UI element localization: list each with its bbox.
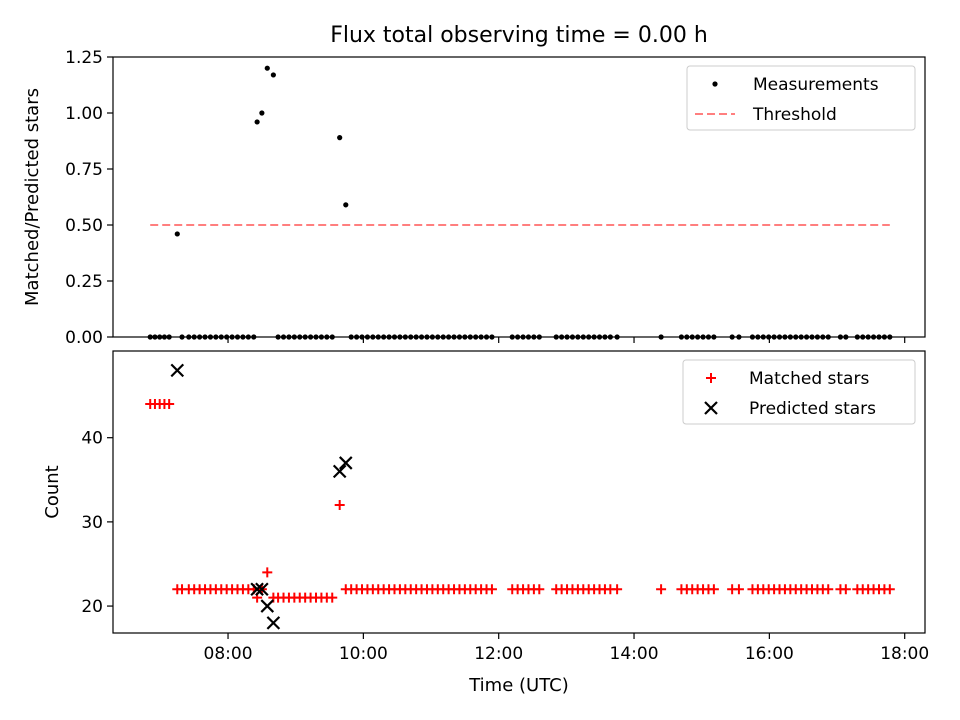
bottom-data-marks bbox=[145, 363, 895, 630]
predicted-star-point bbox=[266, 616, 281, 630]
matched-star-point bbox=[486, 584, 497, 595]
legend-entry-label: Measurements bbox=[753, 75, 879, 95]
matched-star-point bbox=[334, 500, 345, 511]
x-tick-label: 10:00 bbox=[339, 644, 388, 664]
figure-title: Flux total observing time = 0.00 h bbox=[330, 23, 708, 48]
top-y-tick-label: 1.00 bbox=[65, 104, 103, 124]
bottom-x-ticks: 08:00 10:00 12:00 14:00 16:00 18:00 bbox=[204, 633, 929, 664]
matched-star-point bbox=[823, 584, 834, 595]
measurement-point bbox=[264, 65, 270, 71]
legend-predicted-swatch bbox=[704, 401, 718, 415]
matched-star-point bbox=[327, 592, 338, 603]
bottom-y-axis-label: Count bbox=[42, 465, 63, 518]
top-y-tick-label: 0.50 bbox=[65, 216, 103, 236]
top-y-tick-label: 0.00 bbox=[65, 328, 103, 348]
legend-measurement-swatch bbox=[712, 81, 718, 87]
bottom-y-tick-label: 20 bbox=[81, 597, 103, 617]
matched-star-point bbox=[656, 584, 667, 595]
bottom-panel: 20 30 40 08:00 10:00 12:00 14:00 16:00 18:00 Co… bbox=[42, 350, 929, 664]
measurement-point bbox=[343, 202, 349, 208]
matched-star-point bbox=[262, 567, 273, 578]
measurement-point bbox=[259, 110, 265, 116]
top-y-axis-label: Matched/Predicted stars bbox=[22, 88, 43, 306]
legend-entry-label: Predicted stars bbox=[749, 399, 876, 419]
top-panel: 0.00 0.25 0.50 0.75 1.00 1.25 Matched/Predict… bbox=[22, 48, 926, 348]
top-y-tick-label: 1.25 bbox=[65, 48, 103, 68]
measurement-point bbox=[270, 72, 276, 78]
matched-star-point bbox=[884, 584, 895, 595]
top-y-tick-label: 0.25 bbox=[65, 272, 103, 292]
matched-star-point bbox=[840, 584, 851, 595]
bottom-axes-frame bbox=[112, 350, 926, 634]
predicted-star-point bbox=[255, 582, 269, 597]
legend-entry-label: Matched stars bbox=[749, 369, 869, 389]
matched-star-point bbox=[534, 584, 545, 595]
measurement-point bbox=[254, 119, 260, 125]
matched-star-point bbox=[164, 399, 175, 410]
matched-star-point bbox=[708, 584, 719, 595]
measurement-point bbox=[174, 231, 180, 237]
top-legend: Measurements Threshold bbox=[686, 65, 916, 131]
top-y-tick-label: 0.75 bbox=[65, 160, 103, 180]
top-legend-frame bbox=[686, 65, 916, 131]
matched-star-point bbox=[612, 584, 623, 595]
legend-matched-swatch bbox=[706, 373, 716, 383]
x-tick-label: 12:00 bbox=[474, 644, 523, 664]
predicted-star-point bbox=[260, 599, 275, 613]
legend-entry-label: Threshold bbox=[752, 105, 837, 125]
x-axis-label: Time (UTC) bbox=[468, 675, 569, 696]
bottom-legend-frame bbox=[682, 359, 916, 425]
predicted-star-point bbox=[250, 582, 264, 597]
bottom-y-ticks: 20 30 40 bbox=[81, 429, 113, 617]
predicted-star-point bbox=[332, 464, 347, 479]
bottom-y-tick-label: 40 bbox=[81, 429, 103, 449]
bottom-legend: Matched stars Predicted stars bbox=[682, 359, 916, 425]
matched-star-point bbox=[733, 584, 744, 595]
predicted-star-point bbox=[338, 456, 353, 470]
x-tick-label: 14:00 bbox=[610, 644, 659, 664]
x-tick-label: 16:00 bbox=[745, 644, 794, 664]
measurement-point bbox=[337, 135, 343, 141]
top-y-ticks: 0.00 0.25 0.50 0.75 1.00 1.25 bbox=[65, 48, 113, 348]
x-tick-label: 18:00 bbox=[880, 644, 929, 664]
x-tick-label: 08:00 bbox=[204, 644, 253, 664]
predicted-star-point bbox=[170, 363, 185, 378]
bottom-y-tick-label: 30 bbox=[81, 513, 103, 533]
top-axes-frame bbox=[112, 56, 926, 338]
